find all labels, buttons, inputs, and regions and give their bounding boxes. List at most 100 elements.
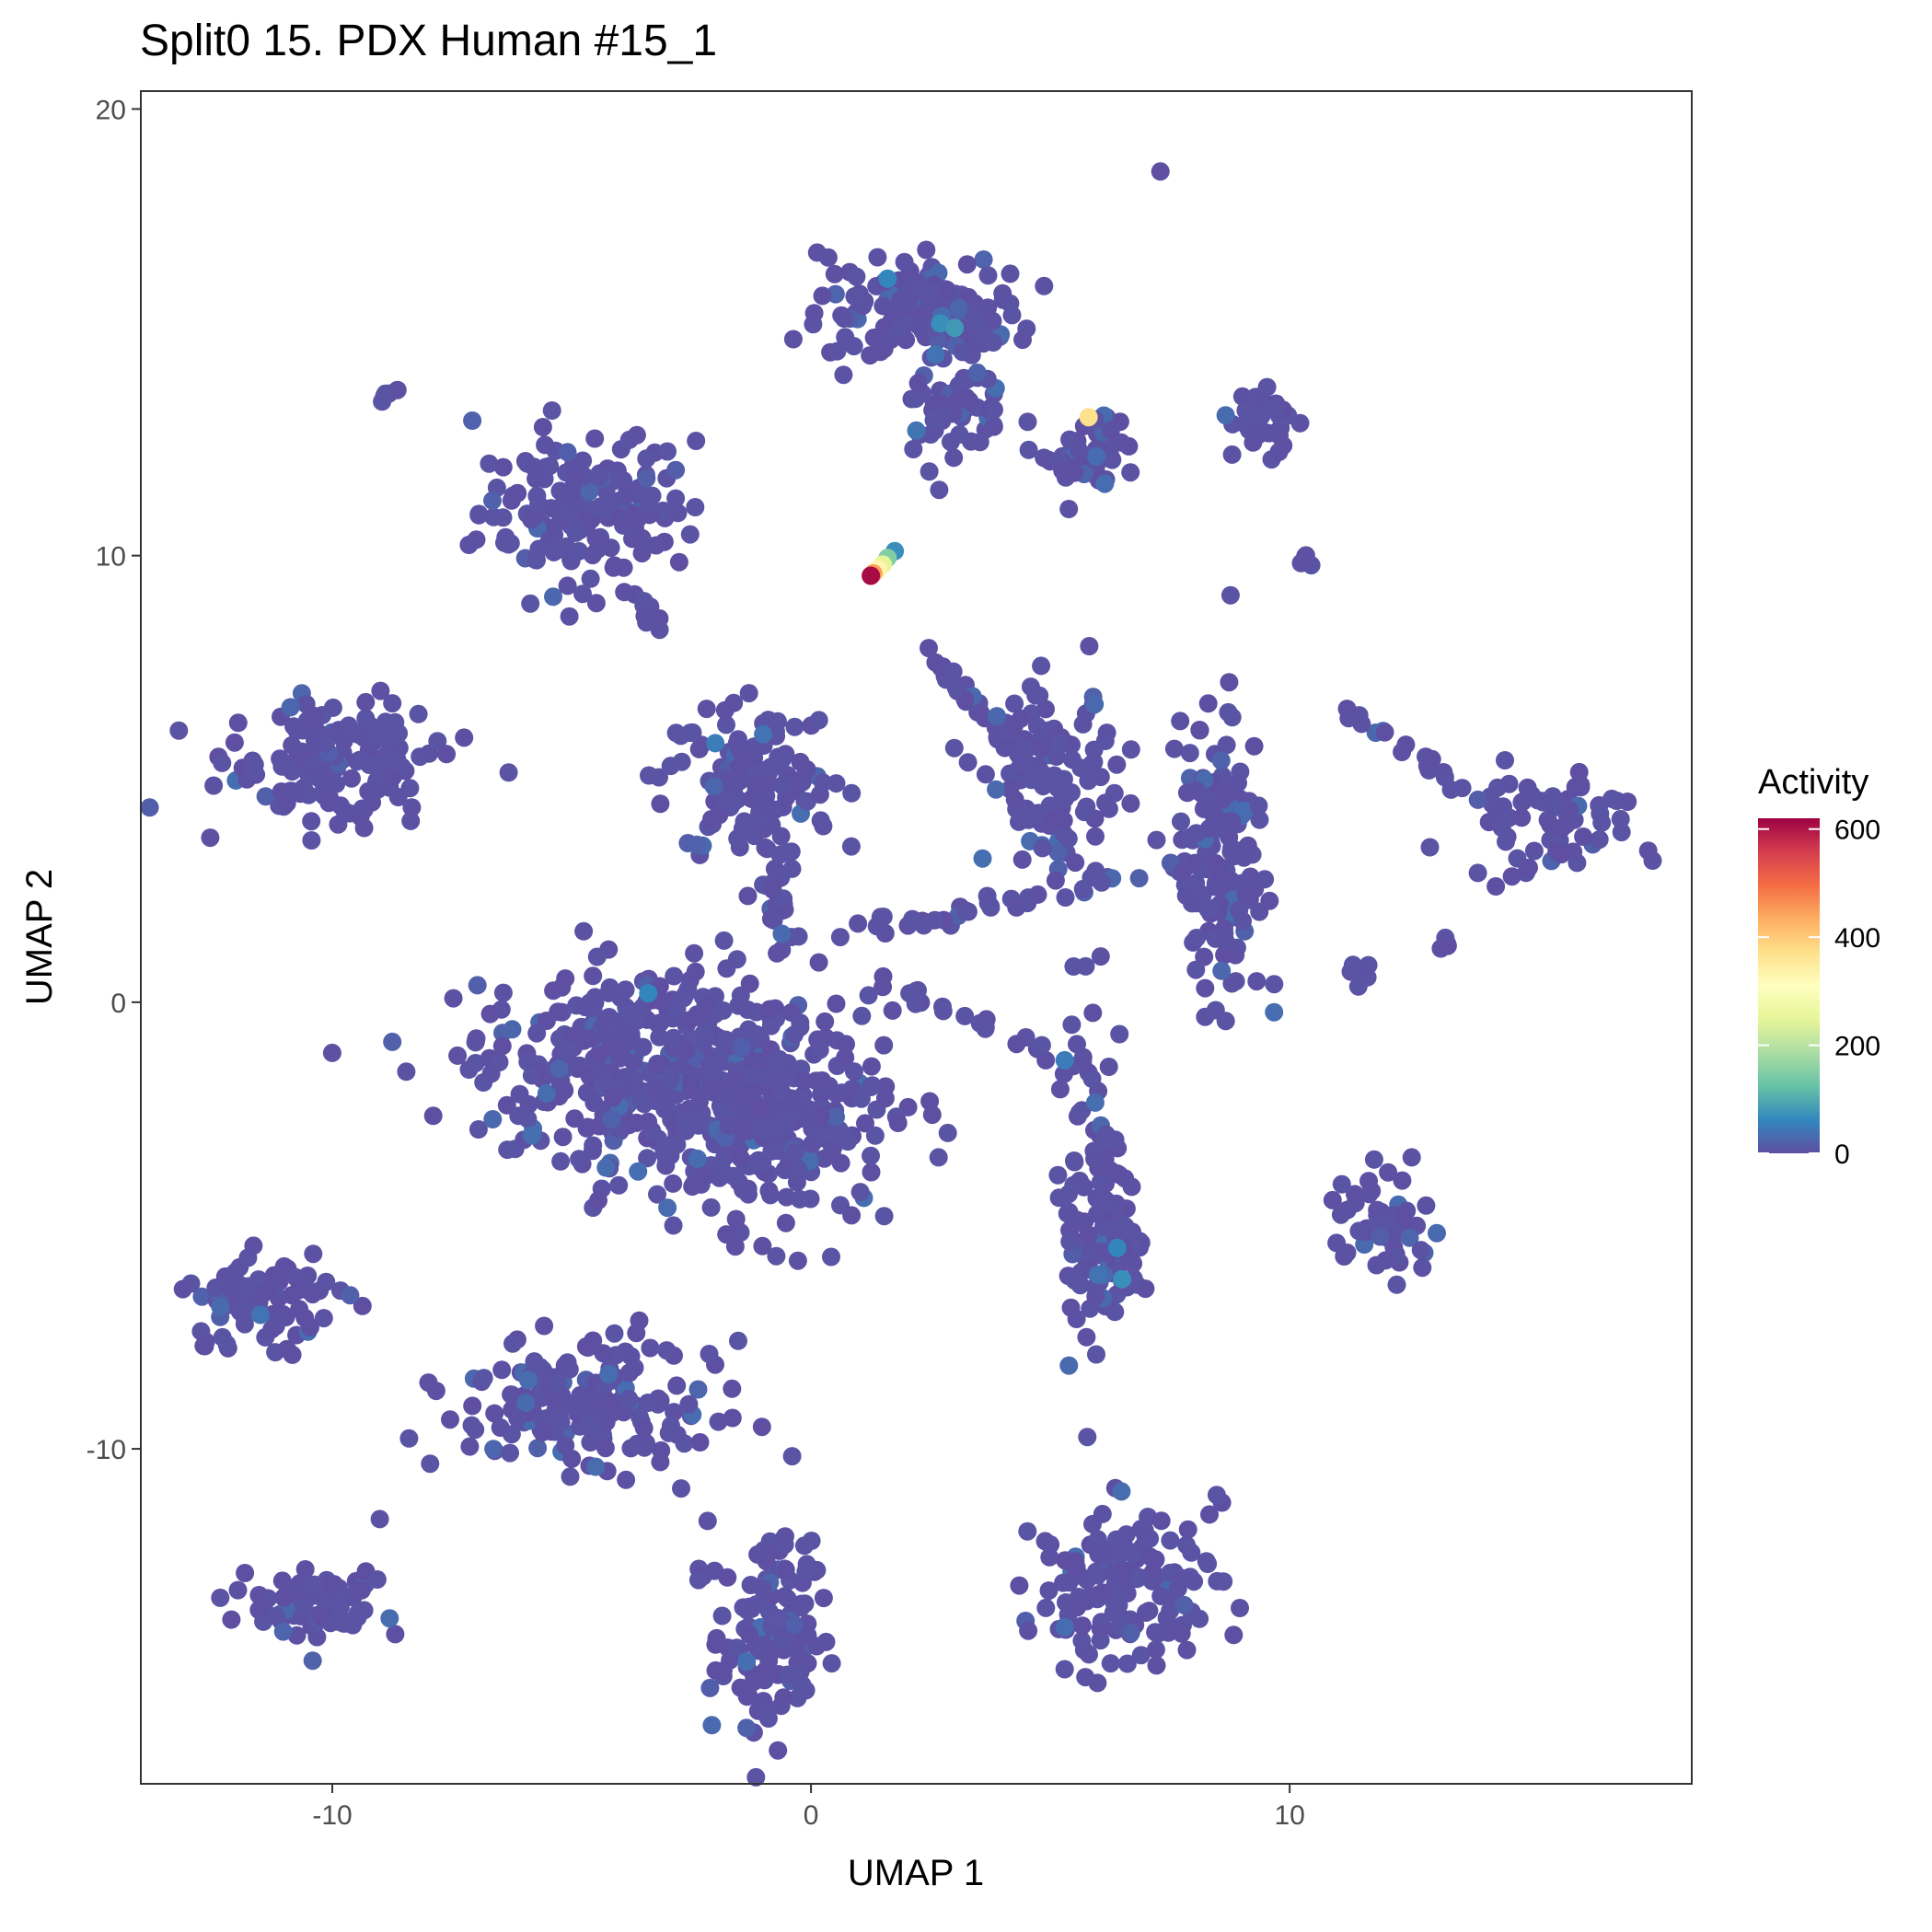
data-point: [747, 811, 767, 829]
data-point: [274, 1588, 294, 1607]
data-point: [272, 757, 292, 776]
data-point: [665, 966, 684, 986]
data-point: [831, 1153, 850, 1173]
data-point: [1061, 1298, 1081, 1317]
data-point: [318, 1575, 338, 1594]
data-point: [544, 981, 563, 1001]
data-point: [1420, 838, 1440, 857]
data-point: [687, 432, 706, 450]
data-point: [619, 1389, 639, 1408]
data-point: [558, 576, 577, 596]
data-point: [140, 798, 159, 817]
data-point: [782, 1447, 802, 1466]
data-point: [1182, 1543, 1201, 1562]
data-point: [1244, 736, 1264, 756]
data-point: [1468, 863, 1487, 883]
data-point: [1231, 1599, 1249, 1617]
data-point: [1056, 888, 1075, 907]
data-point: [856, 1114, 874, 1133]
data-point: [785, 717, 804, 736]
data-point: [667, 1135, 687, 1154]
data-point: [794, 1071, 814, 1091]
data-point: [705, 1561, 724, 1580]
data-point: [1230, 901, 1249, 920]
data-point: [822, 1247, 840, 1267]
data-point: [938, 1123, 957, 1142]
data-point: [868, 248, 887, 267]
data-point: [1110, 1024, 1129, 1044]
data-point: [1222, 839, 1242, 858]
data-point: [1116, 1217, 1135, 1236]
y-tick-label: 10: [96, 542, 126, 573]
plot-panel-border: [140, 90, 1693, 1785]
data-point: [1036, 700, 1055, 719]
data-point: [696, 1167, 715, 1186]
x-axis-label: UMAP 1: [848, 1853, 984, 1893]
data-point: [677, 1040, 696, 1059]
data-point: [1147, 830, 1166, 850]
data-point: [1033, 839, 1052, 858]
data-point: [397, 1062, 416, 1082]
data-point: [565, 467, 584, 486]
data-point: [1496, 751, 1514, 769]
data-point: [661, 757, 680, 776]
data-point: [1186, 781, 1206, 800]
data-point: [1068, 1035, 1086, 1054]
data-point: [213, 1327, 232, 1347]
y-axis-label: UMAP 2: [19, 869, 60, 1005]
data-point: [1524, 841, 1544, 861]
data-point: [493, 457, 513, 477]
data-point: [717, 1225, 736, 1244]
data-point: [792, 1594, 811, 1614]
highlight-point: [1107, 1238, 1127, 1257]
data-point: [542, 401, 561, 420]
data-point: [351, 750, 369, 769]
x-axis: -10 0 10: [312, 1784, 1305, 1831]
data-point: [581, 1029, 600, 1048]
y-tick-label: 0: [110, 989, 126, 1019]
data-point: [1086, 827, 1105, 846]
data-point: [680, 525, 700, 544]
data-point: [976, 765, 995, 784]
data-point: [222, 1610, 241, 1629]
data-point: [1173, 863, 1192, 882]
data-point: [685, 943, 704, 963]
data-point: [1164, 739, 1184, 758]
data-point: [388, 788, 408, 806]
data-point: [555, 1356, 574, 1375]
data-point: [518, 1371, 538, 1390]
data-point: [587, 947, 607, 966]
data-point: [874, 1035, 894, 1055]
data-point: [298, 1267, 318, 1285]
data-point: [1019, 440, 1038, 459]
legend-ticks: 0 200 400 600: [1758, 816, 1880, 1170]
data-point: [967, 363, 987, 382]
data-point: [837, 1035, 855, 1054]
data-point: [781, 1109, 800, 1128]
data-point: [652, 1085, 671, 1105]
data-point: [1106, 1530, 1126, 1549]
data-point: [827, 774, 846, 793]
data-point: [847, 267, 866, 286]
data-point: [1022, 770, 1041, 790]
data-point: [584, 1392, 604, 1410]
data-point: [173, 1279, 192, 1299]
data-point: [375, 387, 394, 406]
data-point: [1602, 789, 1622, 808]
data-point: [409, 704, 428, 723]
data-point: [930, 480, 949, 500]
data-point: [1359, 1172, 1378, 1191]
data-point: [734, 1180, 753, 1199]
data-point: [596, 1412, 616, 1431]
data-point: [844, 1062, 863, 1082]
data-point: [550, 481, 570, 501]
data-point: [550, 1059, 569, 1079]
data-point: [924, 411, 943, 430]
data-point: [469, 505, 489, 525]
data-point: [1085, 1093, 1105, 1112]
data-point: [1379, 1163, 1398, 1182]
data-point: [776, 1213, 795, 1232]
data-point: [778, 1665, 797, 1684]
data-point: [211, 1297, 230, 1316]
data-point: [570, 1150, 589, 1169]
